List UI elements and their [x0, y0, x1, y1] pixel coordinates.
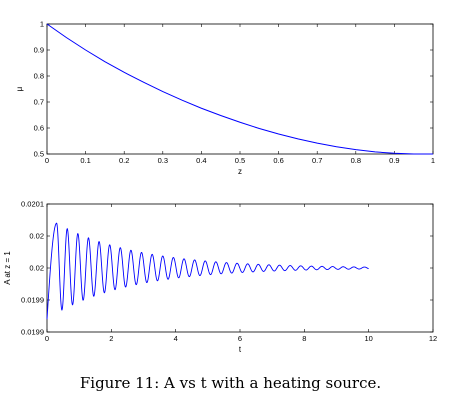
x-tick-label: 0.7 — [312, 156, 322, 165]
x-tick-label: 8 — [302, 334, 306, 343]
y-axis-label: A at z = 1 — [3, 251, 12, 285]
y-tick-label: 0.6 — [34, 124, 44, 133]
x-tick-label: 0.5 — [235, 156, 245, 165]
y-tick-label: 0.0201 — [21, 200, 44, 209]
y-tick-label: 0.5 — [34, 150, 44, 159]
mu-vs-z-plot: 0 0.1 0.2 0.3 0.4 0.5 0.6 0.7 0.8 0.9 1 0.5 0.6 0.7 0.… — [15, 20, 435, 176]
y-axis-label: μ — [15, 86, 24, 91]
x-tick-label: 1 — [431, 156, 435, 165]
y-tick-label: 0.8 — [34, 72, 44, 81]
x-tick-label: 0.6 — [273, 156, 283, 165]
x-tick-label: 0.9 — [389, 156, 399, 165]
x-tick-label: 0.2 — [119, 156, 129, 165]
x-tick-label: 4 — [174, 334, 178, 343]
y-tick-label: 0.9 — [34, 46, 44, 55]
x-tick-label: 0 — [45, 156, 49, 165]
y-tick-label: 0.0199 — [21, 296, 44, 305]
plot-frame — [46, 23, 434, 155]
x-axis-label: z — [238, 167, 242, 176]
a-curve — [46, 222, 369, 320]
a-vs-t-plot: 0 2 4 6 8 10 12 0.0199 0.0199 0.02 0.02 0.0201 t A … — [3, 200, 437, 354]
figure-caption: Figure 11: A vs t with a heating source. — [79, 374, 382, 392]
x-tick-label: 0.1 — [80, 156, 90, 165]
y-tick-label: 0.0199 — [21, 328, 44, 337]
x-tick-label: 10 — [364, 334, 372, 343]
x-tick-label: 0 — [45, 334, 49, 343]
figure: 0 0.1 0.2 0.3 0.4 0.5 0.6 0.7 0.8 0.9 1 0.5 0.6 0.7 0.… — [3, 20, 437, 354]
y-tick-label: 0.02 — [29, 264, 44, 273]
x-tick-label: 6 — [238, 334, 242, 343]
x-tick-label: 2 — [109, 334, 113, 343]
mu-curve — [46, 23, 433, 155]
x-tick-label: 0.8 — [351, 156, 361, 165]
x-axis-label: t — [239, 345, 242, 354]
y-tick-label: 1 — [40, 20, 44, 29]
y-tick-label: 0.7 — [34, 98, 44, 107]
x-tick-label: 0.3 — [158, 156, 168, 165]
y-tick-label: 0.02 — [29, 232, 44, 241]
x-tick-label: 12 — [429, 334, 437, 343]
x-tick-label: 0.4 — [196, 156, 206, 165]
